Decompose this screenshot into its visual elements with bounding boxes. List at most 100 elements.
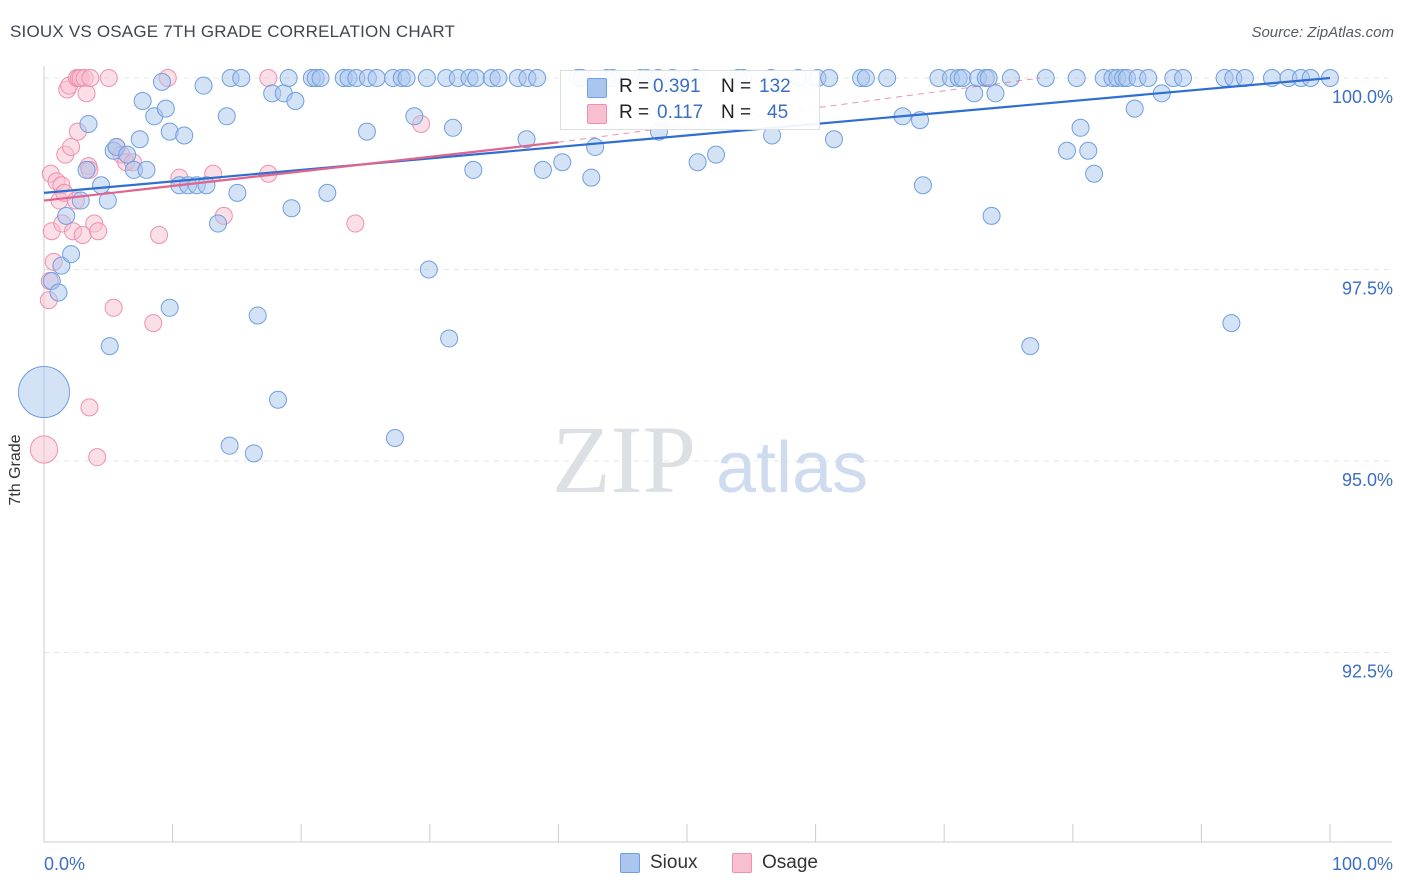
sioux-swatch <box>587 78 607 98</box>
sioux-point <box>489 69 508 87</box>
r-label: R = <box>619 102 650 123</box>
sioux-point <box>397 69 416 87</box>
sioux-point <box>1301 69 1320 87</box>
sioux-point <box>528 69 547 87</box>
y-tick-label: 92.5% <box>1342 662 1393 682</box>
sioux-point <box>357 122 376 141</box>
osage-swatch <box>732 853 752 873</box>
y-tick-label: 100.0% <box>1332 87 1393 107</box>
sioux-point <box>1079 141 1098 160</box>
n-value: 45 <box>767 102 789 123</box>
sioux-point <box>282 199 301 218</box>
sioux-point <box>878 69 897 87</box>
sioux-point <box>1222 314 1241 333</box>
osage-point <box>89 222 108 241</box>
watermark-zip: ZIP <box>552 406 696 513</box>
osage-point <box>29 435 59 464</box>
sioux-point <box>52 256 71 275</box>
sioux-point <box>533 160 552 179</box>
osage-swatch <box>587 104 607 124</box>
sioux-point <box>582 168 601 187</box>
sioux-point <box>688 153 707 172</box>
grid-lines <box>44 77 1392 653</box>
sioux-point <box>137 160 156 179</box>
osage-point <box>104 298 123 317</box>
sioux-point <box>367 69 386 87</box>
sioux-point <box>228 183 247 202</box>
sioux-point <box>18 366 70 419</box>
sioux-point <box>405 107 424 126</box>
sioux-point <box>707 145 726 164</box>
sioux-trend-line <box>43 76 1331 194</box>
sioux-point <box>49 283 68 302</box>
sioux-point <box>586 137 605 156</box>
sioux-point <box>467 69 486 87</box>
sioux-point <box>248 306 267 325</box>
sioux-point <box>419 260 438 279</box>
sioux-point <box>986 84 1005 103</box>
sioux-point <box>279 69 298 87</box>
y-tick-label: 97.5% <box>1342 279 1393 299</box>
osage-point <box>77 84 96 103</box>
sioux-swatch <box>620 853 640 873</box>
sioux-point <box>1001 69 1020 87</box>
sioux-point <box>318 183 337 202</box>
sioux-point <box>444 118 463 137</box>
sioux-point <box>979 69 998 87</box>
sioux-point <box>1235 69 1254 87</box>
sioux-point <box>232 69 251 87</box>
legend-label: Sioux <box>650 852 698 873</box>
sioux-point <box>1085 164 1104 183</box>
sioux-point <box>71 191 90 210</box>
sioux-point <box>156 99 175 118</box>
sioux-point <box>62 245 81 264</box>
sioux-point <box>1071 118 1090 137</box>
osage-trend-line <box>43 141 559 202</box>
osage-point <box>99 69 118 87</box>
watermark: ZIP atlas <box>552 406 868 513</box>
chart-title: SIOUX VS OSAGE 7TH GRADE CORRELATION CHA… <box>10 22 456 41</box>
n-label: N = <box>721 76 752 97</box>
osage-point <box>80 398 99 417</box>
y-tick-label: 95.0% <box>1342 470 1393 490</box>
watermark-atlas: atlas <box>716 428 868 508</box>
sioux-point <box>98 191 117 210</box>
sioux-point <box>194 76 213 95</box>
sioux-point <box>133 91 152 110</box>
legend-label: Osage <box>762 852 818 873</box>
sioux-point <box>517 130 536 149</box>
osage-point <box>259 69 278 87</box>
source-label: Source: ZipAtlas.com <box>1251 24 1394 41</box>
sioux-point <box>217 107 236 126</box>
sioux-point <box>913 176 932 195</box>
sioux-point <box>965 84 984 103</box>
sioux-point <box>1174 69 1193 87</box>
sioux-point <box>1057 141 1076 160</box>
sioux-point <box>1125 99 1144 118</box>
sioux-point <box>152 72 171 91</box>
sioux-point <box>856 69 875 87</box>
sioux-point <box>286 91 305 110</box>
stats-legend: R = 0.391 N = 132 R = 0.117 N = 45 <box>560 70 820 130</box>
r-label: R = <box>619 76 650 97</box>
sioux-point <box>92 176 111 195</box>
r-value: 0.391 <box>653 76 701 97</box>
sioux-point <box>417 69 436 87</box>
sioux-point <box>79 114 98 133</box>
sioux-point <box>385 429 404 448</box>
osage-point <box>346 214 365 233</box>
sioux-point <box>464 160 483 179</box>
sioux-point <box>100 337 119 356</box>
n-value: 132 <box>759 76 791 97</box>
sioux-point <box>220 436 239 455</box>
n-label: N = <box>721 102 752 123</box>
sioux-point <box>244 444 263 463</box>
sioux-point <box>553 153 572 172</box>
osage-point <box>144 314 163 333</box>
sioux-point <box>118 145 137 164</box>
sioux-point <box>440 329 459 348</box>
sioux-point <box>1036 69 1055 87</box>
osage-point <box>150 226 169 245</box>
osage-point <box>62 137 81 156</box>
